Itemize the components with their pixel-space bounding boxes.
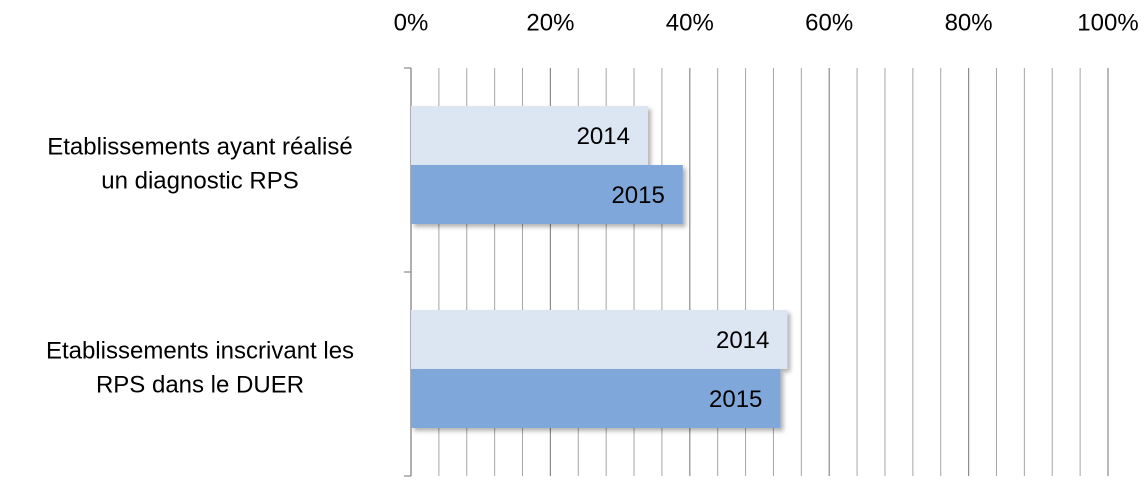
x-tick-label: 100% (1077, 9, 1138, 36)
x-tick-label: 40% (666, 9, 714, 36)
category-label: RPS dans le DUER (96, 371, 304, 398)
x-tick-label: 20% (526, 9, 574, 36)
category-label: un diagnostic RPS (101, 167, 298, 194)
bar (411, 165, 683, 224)
bar-label: 2015 (611, 182, 664, 209)
x-tick-label: 60% (805, 9, 853, 36)
bar (411, 310, 788, 369)
category-label: Etablissements ayant réalisé (47, 133, 352, 160)
bar-label: 2015 (709, 386, 762, 413)
bar (411, 369, 781, 428)
x-tick-label: 80% (945, 9, 993, 36)
bar-label: 2014 (716, 327, 769, 354)
bar-label: 2014 (577, 123, 630, 150)
category-label: Etablissements inscrivant les (46, 337, 354, 364)
x-tick-label: 0% (394, 9, 429, 36)
bar (411, 106, 648, 165)
